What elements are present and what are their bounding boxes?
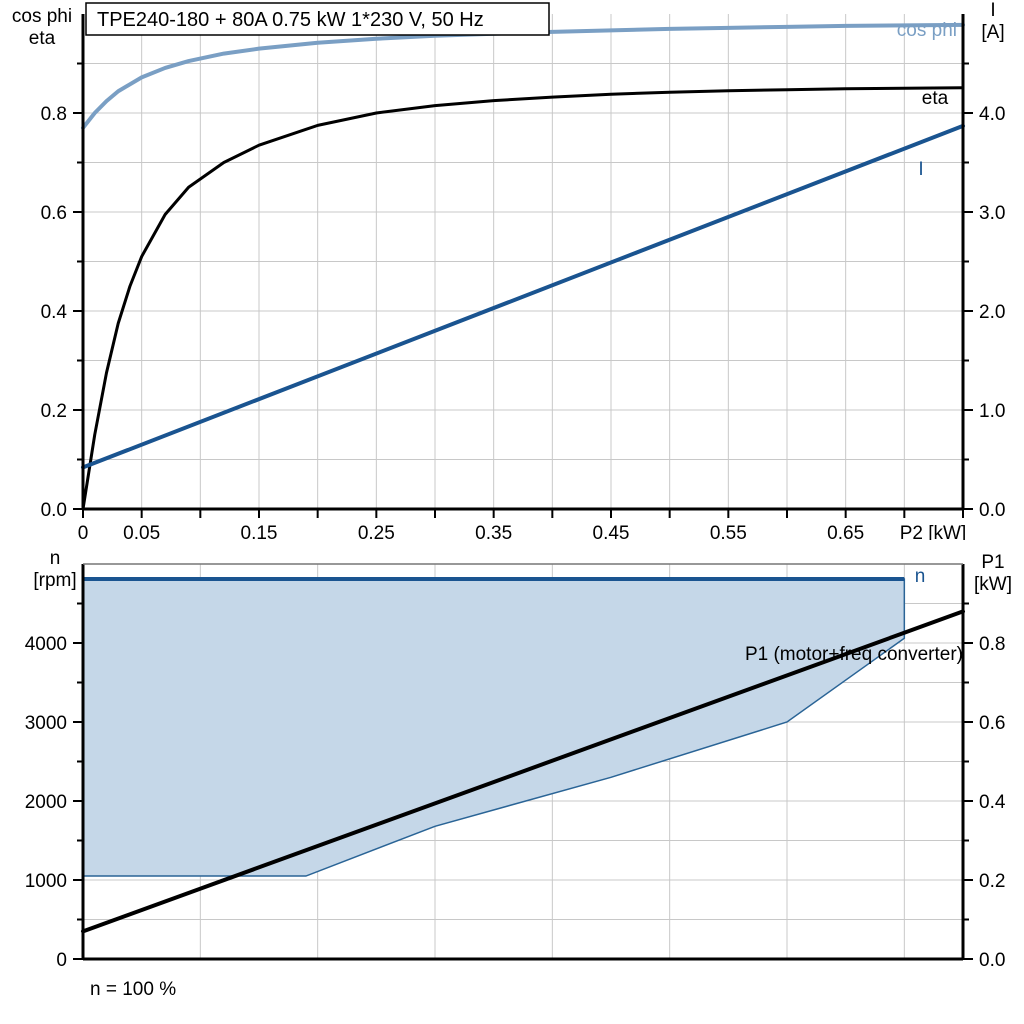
lower-ytick-left-label: 3000 (25, 713, 67, 734)
footer-note: n = 100 % (90, 979, 176, 1000)
upper-curve-label-cos-phi: cos phi (897, 20, 957, 41)
lower-curve-label-p1: P1 (motor+freq converter) (745, 644, 963, 665)
upper-xtick-label: 0.25 (358, 523, 395, 540)
lower-ytick-right-label: 0.8 (979, 634, 1005, 655)
upper-ytick-left-label: 0.4 (41, 302, 68, 323)
lower-ytick-right-label: 0.4 (979, 792, 1006, 813)
lower-curve-label-n: n (915, 566, 926, 587)
upper-curve-cos-phi (81, 22, 965, 130)
upper-yaxis-right-title-2: [A] (981, 22, 1004, 43)
lower-chart: 01000200030004000n[rpm]0.00.20.40.60.8P1… (25, 548, 1012, 1000)
upper-xtick-label: 0.55 (710, 523, 747, 540)
lower-speed-range-band (82, 578, 906, 877)
upper-ytick-left-label: 0.0 (41, 500, 67, 521)
upper-xtick-label: 0.05 (123, 523, 160, 540)
lower-ytick-left-label: 2000 (25, 792, 67, 813)
upper-ytick-left-label: 0.2 (41, 401, 67, 422)
upper-ytick-right-label: 4.0 (979, 104, 1005, 125)
upper-xtick-label: 0.15 (241, 523, 278, 540)
upper-xtick-label: 0 (78, 523, 89, 540)
upper-chart: 0 0.05 0.15 0.25 0.35 0.45 0.55 0.65 P2 [kW] 0.0 0… (12, 0, 1006, 540)
lower-ytick-left-label: 1000 (25, 871, 67, 892)
upper-ytick-left-label: 0.8 (41, 104, 67, 125)
chart-title-text: TPE240-180 + 80A 0.75 kW 1*230 V, 50 Hz (97, 9, 484, 31)
upper-curve-label-current: I (918, 159, 923, 180)
lower-ytick-left-label: 4000 (25, 634, 67, 655)
lower-yaxis-left-title-2: [rpm] (33, 570, 76, 591)
chart-title-frame (85, 2, 550, 36)
lower-curve-p1 (81, 609, 965, 934)
upper-xtick-label: 0.65 (827, 523, 864, 540)
upper-ytick-right-label: 2.0 (979, 302, 1005, 323)
chart-title-box: TPE240-180 + 80A 0.75 kW 1*230 V, 50 Hz (85, 2, 550, 36)
upper-curve-eta (81, 86, 965, 511)
upper-ytick-right-label: 0.0 (979, 500, 1005, 521)
upper-ytick-left-label: 0.6 (41, 203, 67, 224)
upper-yaxis-left-title-2: eta (29, 28, 56, 49)
upper-yaxis-right-title-1: I (990, 0, 995, 21)
upper-ytick-right-label: 1.0 (979, 401, 1005, 422)
upper-xaxis-title: P2 [kW] (900, 523, 967, 540)
upper-xtick-label: 0.35 (475, 523, 512, 540)
lower-ytick-right-label: 0.0 (979, 950, 1005, 971)
upper-curve-label-eta: eta (922, 88, 949, 109)
lower-yaxis-left-title-1: n (50, 548, 61, 569)
upper-curve-i (81, 123, 965, 470)
upper-xtick-label: 0.45 (593, 523, 630, 540)
lower-yaxis-right-title-2: [kW] (974, 574, 1012, 595)
upper-yaxis-left-title-1: cos phi (12, 6, 72, 27)
upper-ytick-right-label: 3.0 (979, 203, 1005, 224)
lower-ytick-left-label: 0 (56, 950, 67, 971)
lower-yaxis-right-title-1: P1 (981, 552, 1004, 573)
lower-ytick-right-label: 0.2 (979, 871, 1005, 892)
lower-ytick-right-label: 0.6 (979, 713, 1005, 734)
